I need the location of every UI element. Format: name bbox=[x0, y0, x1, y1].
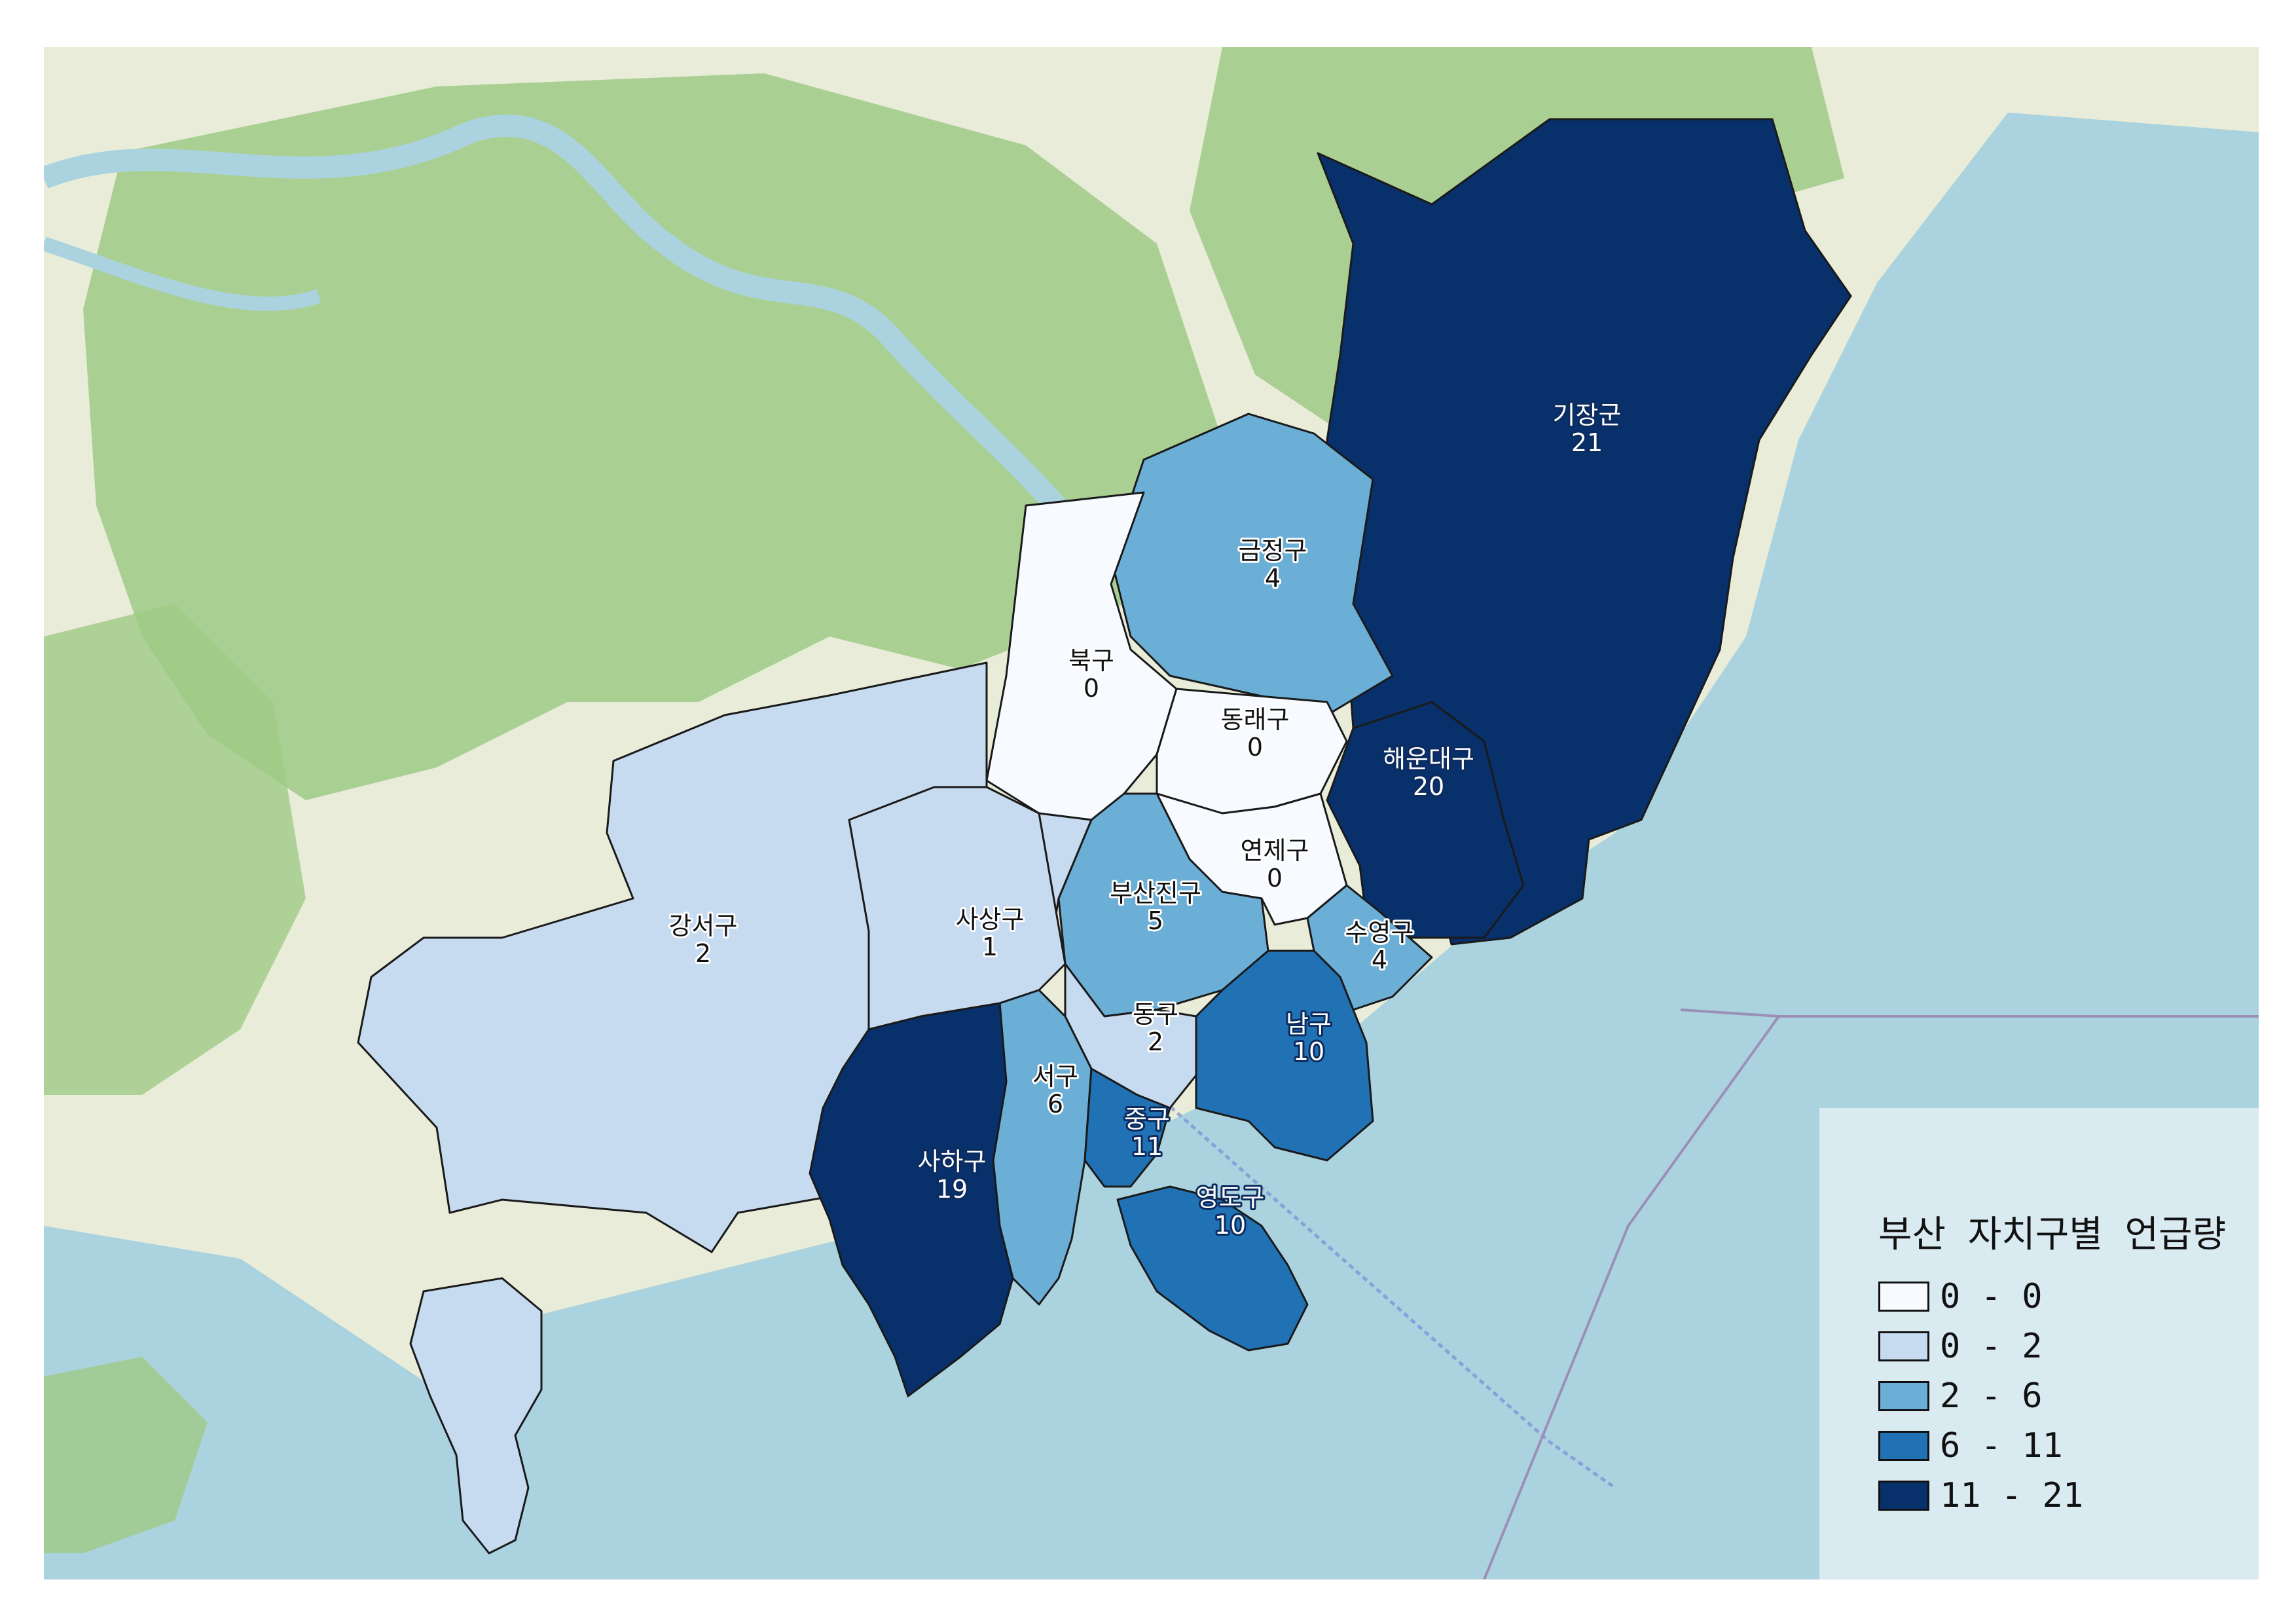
district-name-label: 부산진구 bbox=[1110, 879, 1201, 908]
district-value-label: 0 bbox=[1247, 733, 1263, 762]
legend-label: 0 - 0 bbox=[1940, 1277, 2043, 1316]
legend-item: 2 - 6 bbox=[1878, 1376, 2043, 1416]
district-value-label: 0 bbox=[1084, 674, 1099, 703]
district-value-label: 4 bbox=[1372, 946, 1387, 974]
district-gangseo-gadeok-island[interactable] bbox=[409, 1277, 543, 1555]
district-value-label: 4 bbox=[1265, 564, 1281, 593]
legend-label: 2 - 6 bbox=[1940, 1376, 2043, 1416]
legend-swatch bbox=[1878, 1331, 1929, 1361]
shipping-route bbox=[1156, 1094, 1616, 1490]
district-geumjeong[interactable] bbox=[1110, 413, 1394, 716]
district-name-label: 중구 bbox=[1124, 1105, 1170, 1134]
legend-swatch bbox=[1878, 1381, 1929, 1411]
district-name-label: 금정구 bbox=[1239, 536, 1307, 565]
legend-label: 11 - 21 bbox=[1940, 1476, 2084, 1515]
district-name-label: 연제구 bbox=[1241, 836, 1309, 865]
district-nam[interactable] bbox=[1195, 950, 1374, 1162]
districts-layer bbox=[357, 118, 1852, 1555]
legend-swatch bbox=[1878, 1431, 1929, 1461]
district-name-label: 동래구 bbox=[1221, 705, 1290, 734]
forest-area-west bbox=[44, 604, 306, 1095]
district-name-label: 수영구 bbox=[1345, 918, 1414, 947]
legend-item: 11 - 21 bbox=[1878, 1476, 2084, 1515]
legend-item: 6 - 11 bbox=[1878, 1426, 2063, 1466]
legend-item: 0 - 0 bbox=[1878, 1277, 2043, 1316]
district-value-label: 19 bbox=[936, 1175, 968, 1204]
legend-swatch bbox=[1878, 1481, 1929, 1511]
district-name-label: 사하구 bbox=[918, 1147, 987, 1176]
legend-label: 0 - 2 bbox=[1940, 1327, 2043, 1366]
legend-label: 6 - 11 bbox=[1940, 1426, 2063, 1466]
district-value-label: 5 bbox=[1148, 906, 1163, 935]
district-name-label: 기장군 bbox=[1553, 401, 1622, 430]
district-saha[interactable] bbox=[809, 1002, 1014, 1397]
district-value-label: 11 bbox=[1131, 1132, 1163, 1161]
district-name-label: 영도구 bbox=[1196, 1183, 1265, 1212]
district-name-label: 동구 bbox=[1133, 1000, 1178, 1029]
district-value-label: 20 bbox=[1413, 772, 1444, 801]
district-buk[interactable] bbox=[985, 491, 1178, 821]
district-value-label: 2 bbox=[1148, 1027, 1163, 1056]
legend-item: 0 - 2 bbox=[1878, 1327, 2043, 1366]
maritime-boundary-2 bbox=[1483, 1015, 1780, 1579]
legend-title: 부산 자치구별 언급량 bbox=[1878, 1213, 2227, 1256]
district-value-label: 0 bbox=[1267, 864, 1283, 893]
district-name-label: 해운대구 bbox=[1383, 745, 1474, 773]
district-value-label: 6 bbox=[1048, 1090, 1063, 1118]
district-name-label: 남구 bbox=[1286, 1010, 1332, 1039]
district-name-label: 사상구 bbox=[956, 905, 1025, 934]
district-name-label: 서구 bbox=[1032, 1062, 1078, 1091]
map-frame[interactable]: 기장군 21 금정구 4 북구 0 동래구 0 해운대구 20 연제구 0 부산진구 5 강서구 2 사상구 1 수… bbox=[44, 47, 2259, 1579]
forest-area bbox=[83, 73, 1222, 800]
district-name-label: 북구 bbox=[1068, 646, 1114, 675]
district-value-label: 21 bbox=[1571, 428, 1603, 457]
nakdong-river-branch bbox=[44, 236, 321, 311]
district-name-label: 강서구 bbox=[669, 912, 738, 940]
district-value-label: 2 bbox=[695, 939, 711, 968]
forest-area-southwest bbox=[44, 1357, 208, 1553]
district-jung[interactable] bbox=[1084, 1067, 1171, 1188]
district-value-label: 1 bbox=[982, 932, 998, 961]
district-yeongdo[interactable] bbox=[1116, 1185, 1309, 1352]
district-value-label: 10 bbox=[1293, 1037, 1324, 1066]
legend-swatch bbox=[1878, 1282, 1929, 1312]
map-legend: 부산 자치구별 언급량 0 - 0 0 - 2 2 - 6 6 - 11 11 … bbox=[1819, 1108, 2259, 1579]
district-value-label: 10 bbox=[1214, 1211, 1246, 1240]
district-haeundae[interactable] bbox=[1326, 701, 1525, 939]
nakdong-river bbox=[44, 115, 1087, 539]
